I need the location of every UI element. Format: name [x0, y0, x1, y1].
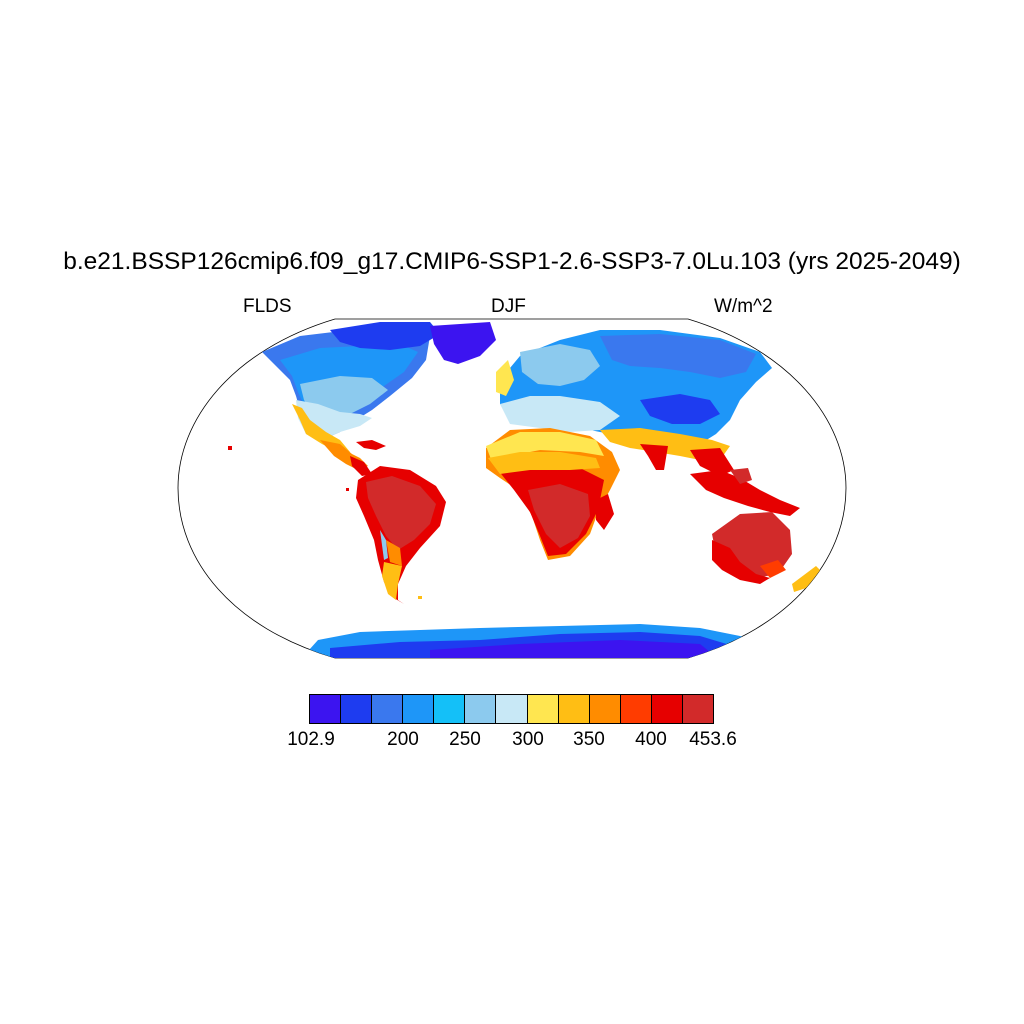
- units-label: W/m^2: [714, 296, 773, 317]
- colorbar-swatch-3: [372, 695, 404, 723]
- colorbar-tick-label: 300: [512, 729, 544, 750]
- colorbar-swatch-10: [589, 695, 621, 723]
- se-asia: [690, 468, 800, 516]
- eurasia: [496, 330, 772, 476]
- hawaii: [228, 446, 232, 450]
- colorbar-tick-label: 250: [449, 729, 481, 750]
- new-zealand: [792, 566, 822, 592]
- variable-label: FLDS: [243, 296, 292, 317]
- colorbar-swatch-5: [434, 695, 466, 723]
- colorbar-tick-label: 350: [573, 729, 605, 750]
- colorbar: [309, 694, 714, 724]
- galapagos: [346, 488, 349, 491]
- north-america: [262, 322, 440, 476]
- colorbar-tick-label: 400: [635, 729, 667, 750]
- falklands: [418, 596, 422, 599]
- colorbar-tick-label: 200: [387, 729, 419, 750]
- africa: [486, 428, 620, 560]
- season-label: DJF: [491, 296, 526, 317]
- colorbar-swatch-9: [558, 695, 590, 723]
- colorbar-swatch-12: [651, 695, 683, 723]
- colorbar-swatch-4: [403, 695, 435, 723]
- colorbar-tick-label: 453.6: [689, 729, 737, 750]
- colorbar-swatch-7: [496, 695, 528, 723]
- south-america: [356, 466, 446, 604]
- greenland: [430, 322, 496, 364]
- colorbar-swatch-2: [341, 695, 373, 723]
- colorbar-swatch-6: [465, 695, 497, 723]
- australia: [712, 512, 792, 584]
- caribbean: [356, 440, 386, 450]
- colorbar-swatch-8: [527, 695, 559, 723]
- colorbar-swatch-13: [682, 695, 714, 723]
- colorbar-tick-label: 102.9: [287, 729, 335, 750]
- colorbar-swatch-11: [620, 695, 652, 723]
- antarctica: [300, 624, 780, 658]
- colorbar-swatch-1: [310, 695, 342, 723]
- plot-title: b.e21.BSSP126cmip6.f09_g17.CMIP6-SSP1-2.…: [63, 248, 961, 275]
